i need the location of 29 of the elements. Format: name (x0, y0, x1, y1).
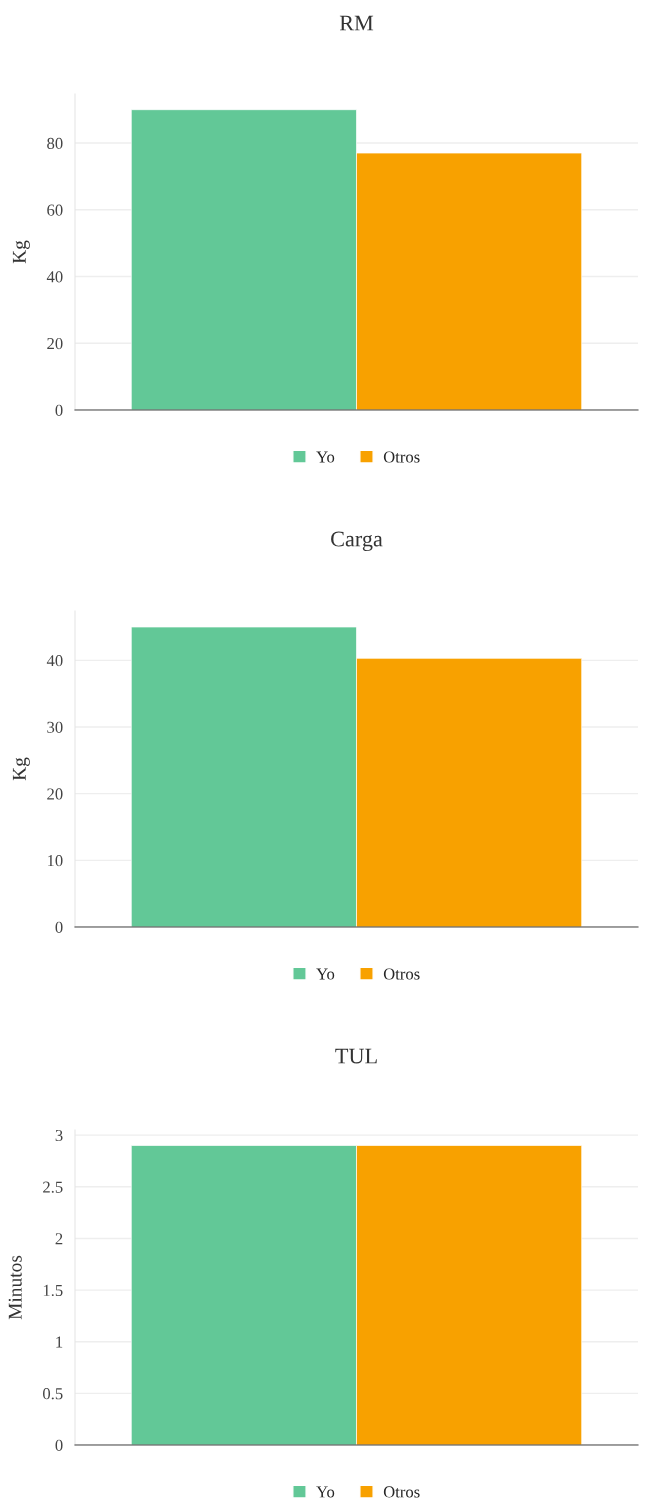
y-tick-label: 30 (47, 721, 63, 733)
y-tick-label: 2.5 (43, 1181, 63, 1193)
y-tick-label: 0 (55, 1439, 63, 1451)
y-tick-label: 3 (55, 1129, 63, 1142)
chart-title: Carga (331, 531, 383, 552)
y-axis-title: Kg (12, 757, 30, 781)
y-tick-label: 0 (55, 921, 63, 933)
legend-label: Yo (316, 1486, 335, 1498)
y-axis-title: Kg (12, 240, 30, 264)
y-tick-label: 0.5 (43, 1388, 63, 1400)
y-tick-label: 2 (55, 1233, 63, 1245)
legend-label: Otros (383, 968, 420, 980)
y-tick-label: 1.5 (43, 1284, 63, 1297)
legend-label: Yo (316, 451, 335, 463)
legend-label: Yo (316, 968, 335, 980)
legend-label: Otros (383, 1486, 420, 1498)
y-tick-label: 20 (47, 337, 63, 350)
y-tick-label: 10 (47, 855, 63, 867)
y-tick-label: 20 (47, 788, 63, 800)
y-tick-label: 40 (46, 271, 63, 283)
y-tick-label: 80 (47, 137, 63, 149)
y-tick-label: 60 (47, 204, 63, 216)
legend-label: Otros (383, 451, 420, 463)
y-tick-label: 0 (55, 404, 63, 416)
y-tick-label: 1 (56, 1336, 63, 1348)
chart-title: RM (339, 15, 374, 31)
chart-title: TUL (335, 1048, 377, 1064)
y-tick-label: 40 (46, 655, 63, 667)
y-axis-title: Minutos (8, 1255, 22, 1320)
